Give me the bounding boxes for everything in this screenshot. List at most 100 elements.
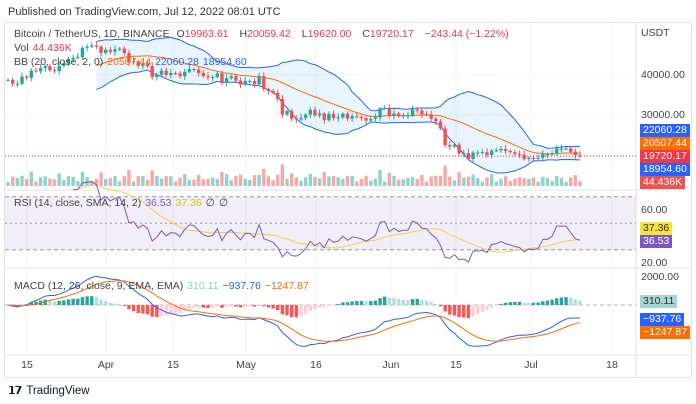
macd-histogram-bar [52,301,57,305]
candle-body [545,154,550,156]
time-tick: 15 [167,359,179,371]
macd-histogram-bar [164,305,168,316]
macd-histogram-bar [76,298,80,305]
macd-histogram-bar [48,300,52,305]
macd-histogram-bar [187,305,192,310]
macd-histogram-bar [85,296,89,305]
volume-bar [57,173,61,186]
macd-histogram-bar [494,305,498,306]
candle-body [290,111,294,119]
macd-label[interactable]: MACD (12, 26, close, 9, EMA, EMA) [14,280,184,292]
macd-histogram-bar [71,298,75,305]
macd-histogram-bar [210,305,215,308]
candle-body [494,150,498,152]
macd-hist-value: 310.11 [187,280,219,292]
macd-histogram-bar [508,302,512,305]
macd-histogram-bar [224,305,229,308]
candle-body [369,119,373,121]
time-tick: 15 [21,359,33,371]
volume-bar [197,174,201,186]
macd-signal-badge: −1247.87 [640,326,691,339]
macd-histogram-bar [243,305,247,307]
volume-bar [489,174,494,186]
volume-bar [117,181,122,186]
candle-body [252,81,257,85]
candle-body [271,91,275,93]
volume-bar [438,175,443,186]
volume-bar [229,180,233,186]
macd-histogram-bar [359,300,364,305]
candle-body [99,46,103,53]
macd-histogram-bar [327,305,331,306]
macd-signal-line [8,280,581,342]
volume-bar [262,168,266,186]
vol-label[interactable]: Vol [14,42,29,54]
volume-bar [396,179,401,186]
candle-body [503,149,508,151]
macd-histogram-bar [322,305,326,308]
macd-histogram-bar [104,300,108,305]
macd-line [7,275,581,347]
volume-bar [48,178,52,186]
macd-histogram-bar [480,305,485,312]
bb-label[interactable]: BB (20, close, 2, 0) [14,56,104,68]
candle-body [224,78,229,83]
candle-body [308,109,312,115]
candle-body [127,53,131,63]
rsi-label[interactable]: RSI (14, close, SMA, 14, 2) [14,197,142,209]
volume-bar [350,175,354,186]
candle-body [38,68,43,72]
chart-frame[interactable] [4,22,692,378]
volume-bar [499,178,503,186]
bb-basis-value: 20507.44 [107,56,152,68]
macd-histogram-bar [252,305,257,307]
volume-bar [136,176,140,186]
volume-bar [513,178,517,186]
macd-histogram-bar [276,305,280,311]
candle-body [364,118,368,121]
footer-brand[interactable]: TradingView [26,384,90,397]
bb-legend: BB (20, close, 2, 0) 20507.44 22060.28 1895… [14,56,251,68]
candle-body [378,108,382,118]
volume-bar [113,175,117,186]
macd-histogram-bar [415,298,419,305]
symbol-name[interactable]: Bitcoin / TetherUS, 1D, BINANCE [14,28,170,40]
macd-histogram-bar [373,300,378,305]
macd-histogram-bar [513,301,517,305]
macd-histogram-bar [127,305,131,310]
candle-body [531,157,536,159]
volume-bar [80,171,85,186]
volume-bar [238,174,243,186]
time-tick: 15 [450,359,462,371]
volume-bar [392,175,396,186]
macd-histogram-bar [462,305,466,318]
volume-bar [317,178,322,186]
volume-bar [336,177,340,186]
candle-body [94,45,99,47]
candle-body [438,121,443,129]
macd-histogram-bar [569,297,573,305]
candle-body [206,76,210,78]
macd-histogram-bar [559,297,564,305]
candle-body [150,66,154,77]
volume-bar [569,177,573,186]
macd-tick: 2000.00 [641,271,679,283]
macd-legend: MACD (12, 26, close, 9, EMA, EMA) 310.11−… [14,280,313,292]
candle-body [578,155,582,157]
candle-body [262,76,266,89]
candle-body [410,109,415,116]
macd-histogram-bar [80,297,85,305]
low-label: L [301,28,308,40]
candle-body [513,152,517,154]
volume-bar [541,176,545,186]
candle-body [345,113,350,119]
candle-body [387,107,392,116]
macd-histogram-bar [341,302,345,305]
candle-body [555,148,559,153]
time-tick: Jun [382,359,400,371]
rsi-sma-value: 37.36 [175,197,202,209]
volume-bar [248,180,252,186]
volume-bar [503,176,508,186]
volume-bar [62,179,66,186]
